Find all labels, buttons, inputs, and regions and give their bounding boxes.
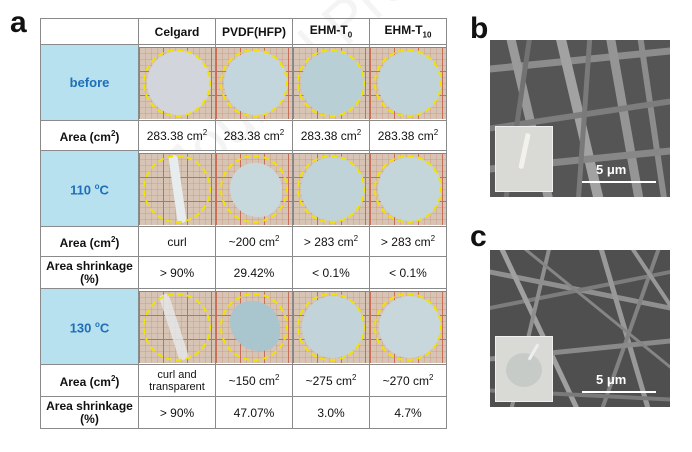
cell-shrink-ehm-t0-110c: < 0.1% [292, 256, 370, 289]
cell-shrink-ehm-t10-130c: 4.7% [369, 396, 447, 429]
cell-area-celgard-130c: curl and transparent [138, 364, 216, 397]
photo-pvdf-before [215, 44, 293, 121]
photo-celgard-before [138, 44, 216, 121]
header-row: Celgard PVDF(HFP) EHM-T0 EHM-T10 [40, 18, 447, 45]
shrinkage-table: Celgard PVDF(HFP) EHM-T0 EHM-T10 before … [40, 18, 447, 429]
row-label-110c: 110 oC [40, 150, 139, 227]
scale-label-b: 5 μm [596, 162, 627, 177]
sem-inset-photo-c [495, 336, 553, 402]
col-ehm-t10: EHM-T10 [369, 18, 447, 45]
row-label-area-shrinkage: Area shrinkage (%) [40, 396, 139, 429]
sem-inset-photo-b [495, 126, 553, 192]
cell-area-ehm-t0-130c: ~275 cm2 [292, 364, 370, 397]
row-label-area-shrinkage: Area shrinkage (%) [40, 256, 139, 289]
cell-area-pvdf-130c: ~150 cm2 [215, 364, 293, 397]
cell-shrink-celgard-110c: > 90% [138, 256, 216, 289]
row-label-area: Area (cm2) [40, 364, 139, 397]
cell-area-ehm-t0-110c: > 283 cm2 [292, 226, 370, 257]
photo-ehm-t10-before [369, 44, 447, 121]
panel-label-b: b [470, 12, 489, 45]
photo-celgard-130c [138, 288, 216, 365]
scale-bar-b [582, 181, 656, 183]
cell-area-ehm-t0-before: 283.38 cm2 [292, 120, 370, 151]
photo-ehm-t0-before [292, 44, 370, 121]
row-shrinkage-130c: Area shrinkage (%) > 90% 47.07% 3.0% 4.7… [40, 396, 447, 429]
row-110c: 110 oC [40, 150, 447, 227]
cell-area-ehm-t10-130c: ~270 cm2 [369, 364, 447, 397]
sem-image-b: 5 μm [490, 40, 670, 197]
scale-label-c: 5 μm [596, 372, 627, 387]
cell-shrink-ehm-t10-110c: < 0.1% [369, 256, 447, 289]
row-label-area: Area (cm2) [40, 226, 139, 257]
sem-image-c: 5 μm [490, 250, 670, 407]
photo-ehm-t10-130c [369, 288, 447, 365]
col-celgard: Celgard [138, 18, 216, 45]
row-130c: 130 oC [40, 288, 447, 365]
cell-area-ehm-t10-110c: > 283 cm2 [369, 226, 447, 257]
cell-shrink-pvdf-130c: 47.07% [215, 396, 293, 429]
cell-area-ehm-t10-before: 283.38 cm2 [369, 120, 447, 151]
row-area-before: Area (cm2) 283.38 cm2 283.38 cm2 283.38 … [40, 120, 447, 151]
panel-label-a: a [10, 6, 27, 39]
row-shrinkage-110c: Area shrinkage (%) > 90% 29.42% < 0.1% <… [40, 256, 447, 289]
panel-label-c: c [470, 220, 487, 253]
row-area-130c: Area (cm2) curl and transparent ~150 cm2… [40, 364, 447, 397]
corner-cell [40, 18, 139, 45]
col-pvdf-hfp: PVDF(HFP) [215, 18, 293, 45]
cell-area-pvdf-110c: ~200 cm2 [215, 226, 293, 257]
row-label-before: before [40, 44, 139, 121]
scale-bar-c [582, 391, 656, 393]
photo-ehm-t0-130c [292, 288, 370, 365]
cell-area-celgard-before: 283.38 cm2 [138, 120, 216, 151]
col-ehm-t0: EHM-T0 [292, 18, 370, 45]
cell-shrink-ehm-t0-130c: 3.0% [292, 396, 370, 429]
photo-pvdf-110c [215, 150, 293, 227]
cell-area-celgard-110c: curl [138, 226, 216, 257]
row-area-110c: Area (cm2) curl ~200 cm2 > 283 cm2 > 283… [40, 226, 447, 257]
photo-celgard-110c [138, 150, 216, 227]
photo-pvdf-130c [215, 288, 293, 365]
photo-ehm-t0-110c [292, 150, 370, 227]
row-before: before [40, 44, 447, 121]
row-label-area: Area (cm2) [40, 120, 139, 151]
cell-area-pvdf-before: 283.38 cm2 [215, 120, 293, 151]
cell-shrink-pvdf-110c: 29.42% [215, 256, 293, 289]
photo-ehm-t10-110c [369, 150, 447, 227]
cell-shrink-celgard-130c: > 90% [138, 396, 216, 429]
row-label-130c: 130 oC [40, 288, 139, 365]
